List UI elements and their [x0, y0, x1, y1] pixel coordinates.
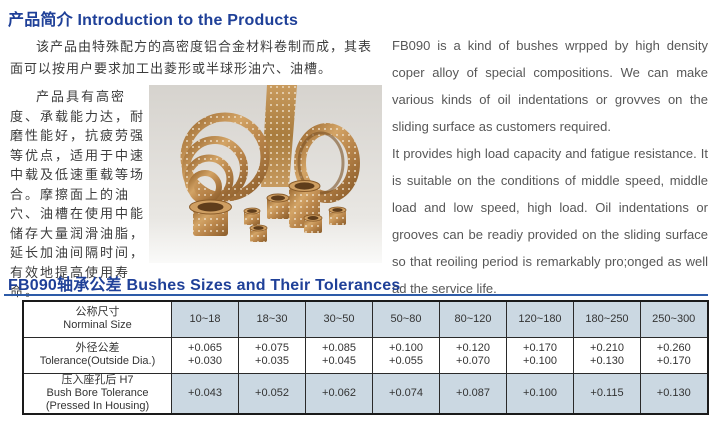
tolerance-table: 公称尺寸 Norminal Size 10~18 18~30 30~50 50~80 80~…	[22, 300, 709, 415]
intro-text-photo-row: 产品具有高密度、承载能力达，耐磨性能好，抗疲劳强等优点，适用于中速中载及低速重载…	[10, 85, 382, 302]
tolerance-value-cell: +0.052	[238, 372, 306, 414]
size-range-cell: 10~18	[171, 300, 239, 338]
size-range-cell: 30~50	[305, 300, 373, 338]
flanged-bushing	[189, 199, 232, 236]
small-bushings	[243, 206, 347, 242]
row-label-cell: 压入座孔后 H7 Bush Bore Tolerance (Pressed In H…	[22, 372, 172, 414]
tolerance-value-cell: +0.043	[171, 372, 239, 414]
tolerance-value-cell: +0.075 +0.035	[238, 336, 306, 374]
chinese-paragraph-1: 该产品由特殊配方的高密度铝合金材料卷制而成，其表面可以按用户要求加工出菱形或半球…	[10, 39, 373, 76]
tolerance-value-cell: +0.087	[439, 372, 507, 414]
tolerance-value-cell: +0.130	[640, 372, 708, 414]
tolerance-value-cell: +0.062	[305, 372, 373, 414]
tolerance-value-cell: +0.260 +0.170	[640, 336, 708, 374]
medium-bushing	[266, 193, 290, 219]
tolerance-value-cell: +0.120 +0.070	[439, 336, 507, 374]
tolerance-value-cell: +0.085 +0.045	[305, 336, 373, 374]
tolerance-value-cell: +0.074	[372, 372, 440, 414]
intro-english-column: FB090 is a kind of bushes wrpped by high…	[392, 32, 708, 302]
perforated-strip	[261, 85, 297, 187]
table-header-row: 公称尺寸 Norminal Size 10~18 18~30 30~50 50~80 80~…	[22, 300, 708, 338]
tolerance-value-cell: +0.100	[506, 372, 574, 414]
page-title-products: 产品简介 Introduction to the Products	[8, 12, 299, 29]
tolerance-value-cell: +0.210 +0.130	[573, 336, 641, 374]
bronze-bushings-photo	[149, 85, 382, 263]
nominal-size-header-cell: 公称尺寸 Norminal Size	[22, 300, 172, 338]
english-paragraph-1: FB090 is a kind of bushes wrpped by high…	[392, 38, 708, 134]
size-range-cell: 120~180	[506, 300, 574, 338]
heading-underline	[4, 294, 708, 296]
table-row: 压入座孔后 H7 Bush Bore Tolerance (Pressed In H…	[22, 372, 708, 414]
size-range-cell: 18~30	[238, 300, 306, 338]
tolerance-value-cell: +0.065 +0.030	[171, 336, 239, 374]
english-paragraph-2: It provides high load capacity and fatig…	[392, 146, 708, 296]
bronze-bushings-illustration	[149, 85, 382, 263]
page-title-tolerances: FB090轴承公差 Bushes Sizes and Their Toleran…	[8, 277, 401, 294]
tolerance-value-cell: +0.100 +0.055	[372, 336, 440, 374]
size-range-cell: 50~80	[372, 300, 440, 338]
table-row: 外径公差 Tolerance(Outside Dia.) +0.065 +0.030 +…	[22, 336, 708, 374]
chinese-paragraph-2: 产品具有高密度、承载能力达，耐磨性能好，抗疲劳强等优点，适用于中速中载及低速重载…	[10, 89, 146, 299]
tolerance-value-cell: +0.170 +0.100	[506, 336, 574, 374]
row-label-cell: 外径公差 Tolerance(Outside Dia.)	[22, 336, 172, 374]
size-range-cell: 180~250	[573, 300, 641, 338]
tolerance-value-cell: +0.115	[573, 372, 641, 414]
size-range-cell: 250~300	[640, 300, 708, 338]
large-ring	[294, 123, 360, 203]
intro-chinese-column: 该产品由特殊配方的高密度铝合金材料卷制而成，其表面可以按用户要求加工出菱形或半球…	[10, 36, 382, 302]
size-range-cell: 80~120	[439, 300, 507, 338]
